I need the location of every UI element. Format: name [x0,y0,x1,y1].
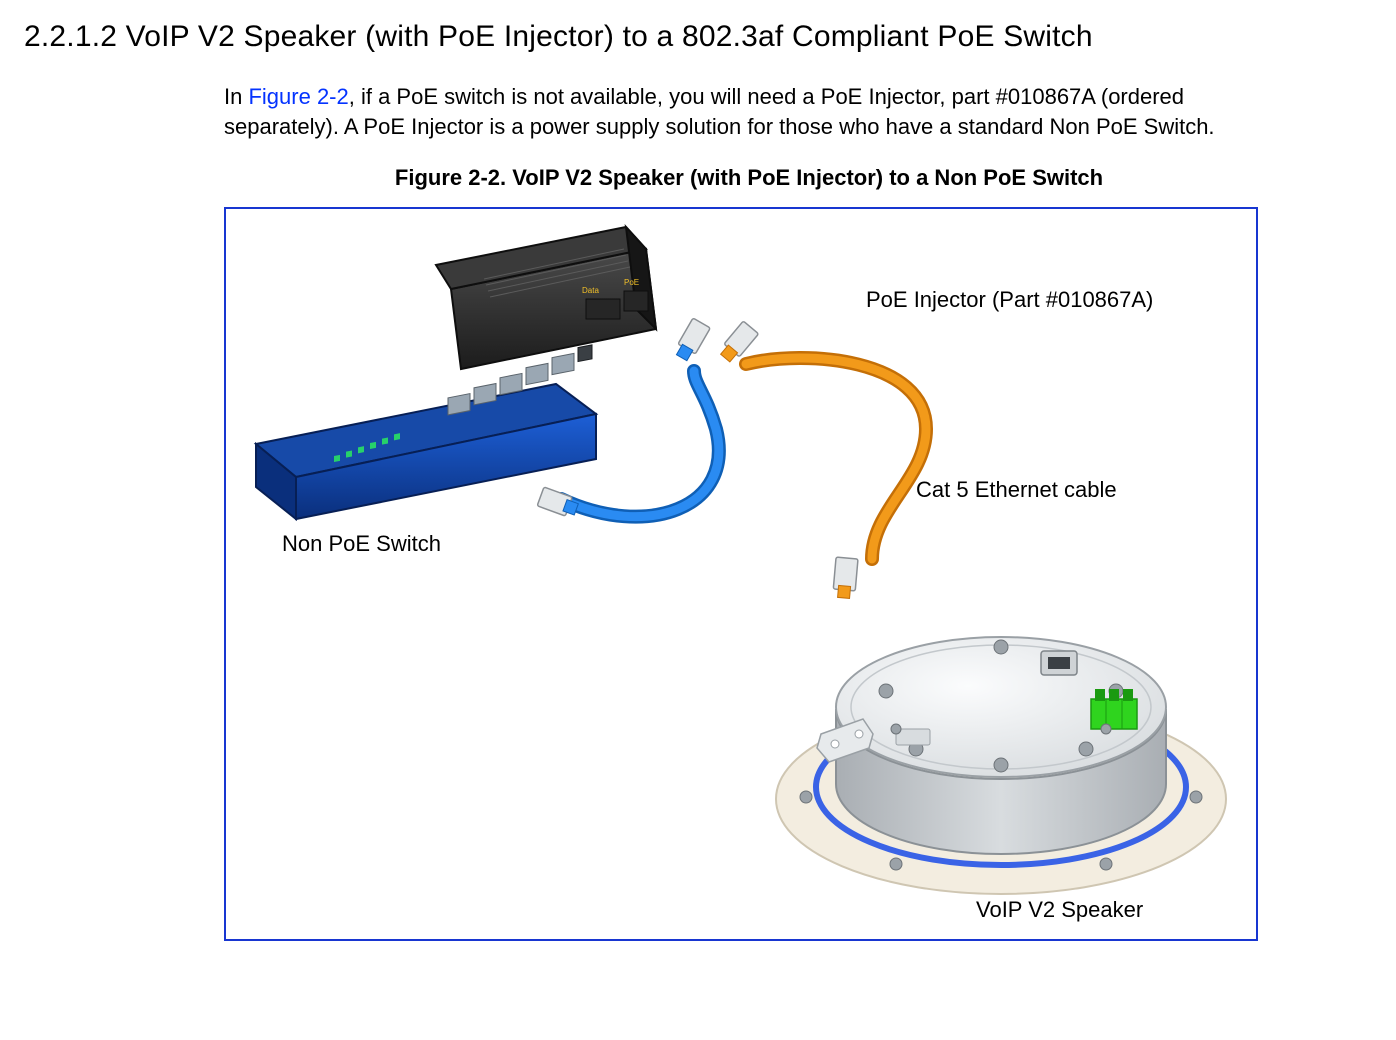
voip-speaker-icon [776,637,1226,894]
label-cat5-cable: Cat 5 Ethernet cable [916,477,1117,503]
figure-caption: Figure 2-2. VoIP V2 Speaker (with PoE In… [224,165,1274,191]
para-pre: In [224,84,248,109]
intro-paragraph: In Figure 2-2, if a PoE switch is not av… [224,82,1274,141]
poe-injector-icon: Data PoE [436,227,656,369]
diagram-svg: Data PoE [226,209,1256,939]
section-heading: 2.2.1.2 VoIP V2 Speaker (with PoE Inject… [24,20,1372,54]
figure-ref-link[interactable]: Figure 2-2 [248,84,348,109]
para-post: , if a PoE switch is not available, you … [224,84,1215,139]
figure-box: Data PoE [224,207,1258,941]
label-poe-injector: PoE Injector (Part #010867A) [866,287,1153,313]
svg-text:Data: Data [582,286,599,295]
orange-cable-icon [718,321,926,599]
svg-text:PoE: PoE [624,278,639,287]
label-non-poe-switch: Non PoE Switch [282,531,441,557]
label-voip-speaker: VoIP V2 Speaker [976,897,1143,923]
